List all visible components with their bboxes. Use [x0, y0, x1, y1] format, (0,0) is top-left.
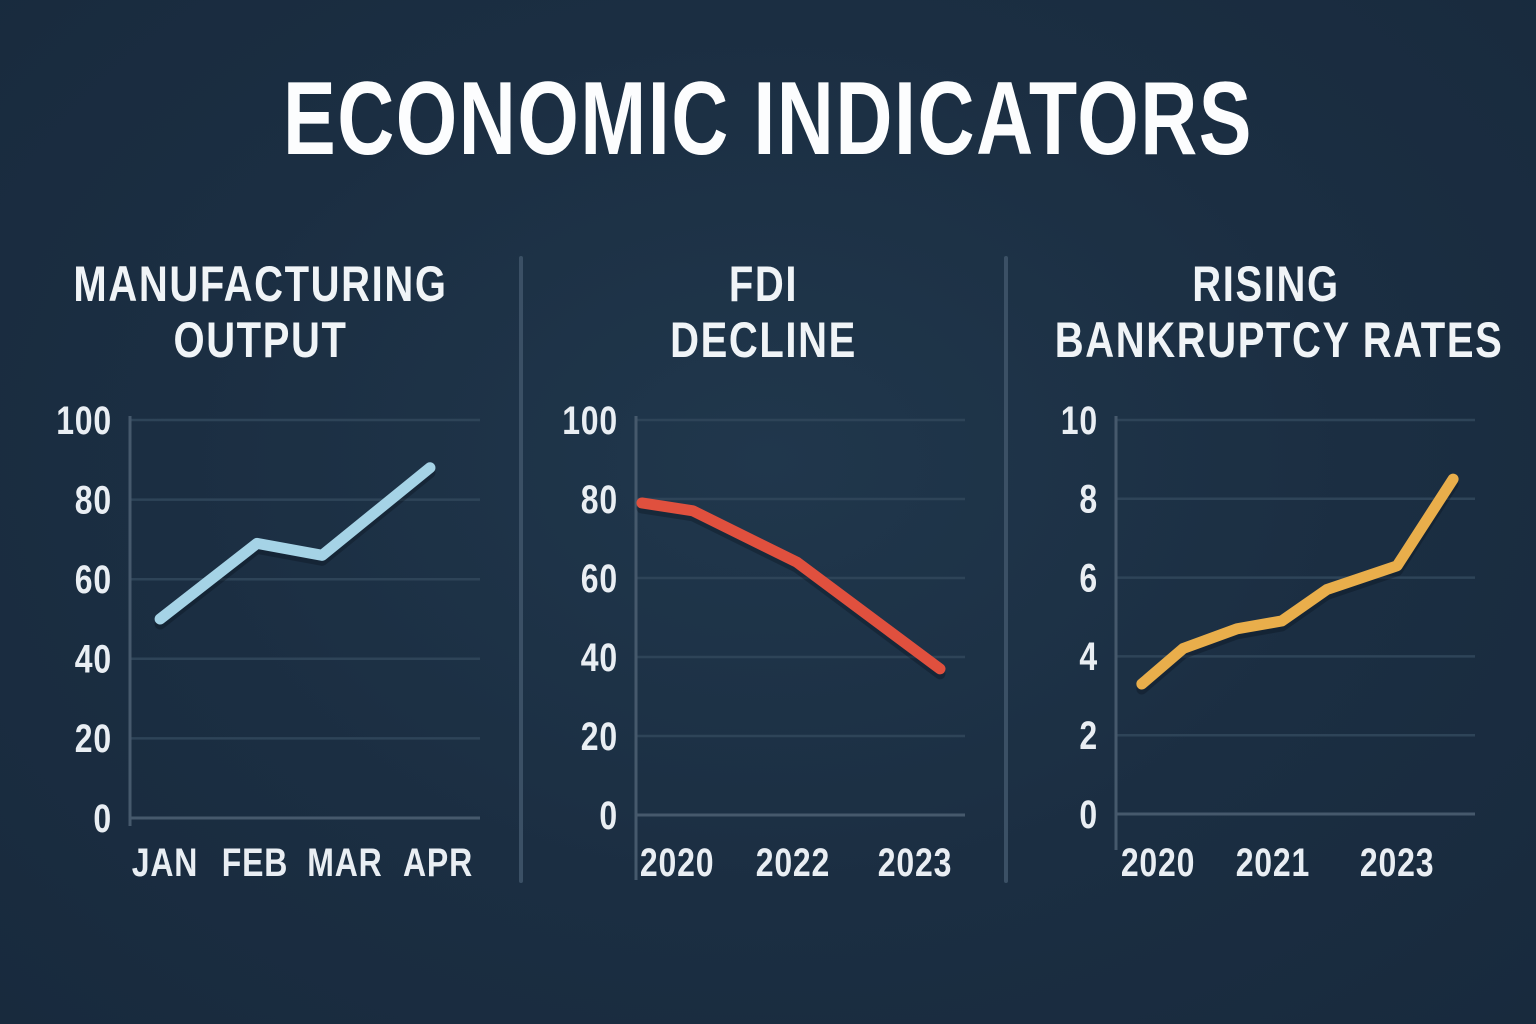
chart-3: 0 2 4 6 8 10 2020 2021 2023 — [1061, 397, 1475, 885]
x-tick-label: 2021 — [1236, 840, 1310, 885]
chart-title-line: MANUFACTURING — [73, 256, 448, 312]
page-title: ECONOMIC INDICATORS — [282, 61, 1254, 177]
panel-divider — [1004, 256, 1008, 883]
x-tick-label: FEB — [222, 840, 288, 885]
chart-title-line: FDI — [728, 256, 799, 312]
y-tick-label: 0 — [599, 792, 618, 837]
x-tick-label: 2020 — [640, 840, 714, 885]
x-tick-label: JAN — [132, 840, 198, 885]
chart-title-rising-bankruptcy-rates: RISING BANKRUPTCY RATES — [1054, 256, 1504, 368]
x-tick-label: 2023 — [878, 840, 952, 885]
x-tick-label: 2020 — [1121, 840, 1195, 885]
y-tick-label: 100 — [56, 397, 112, 442]
y-tick-label: 0 — [1079, 791, 1098, 836]
panel-divider — [519, 256, 523, 883]
y-tick-label: 0 — [93, 795, 112, 840]
series-line-2 — [636, 497, 946, 675]
chart-title-line: RISING — [1192, 256, 1340, 312]
y-tick-label: 2 — [1079, 713, 1098, 758]
series-line-3 — [1136, 473, 1459, 690]
y-tick-label: 20 — [75, 716, 112, 761]
y-tick-label: 80 — [75, 477, 112, 522]
x-tick-label: MAR — [307, 840, 382, 885]
series-line-1 — [154, 462, 436, 625]
y-tick-label: 40 — [581, 634, 618, 679]
x-tick-label: 2022 — [756, 840, 830, 885]
y-tick-label: 20 — [581, 713, 618, 758]
y-tick-label: 8 — [1079, 476, 1098, 521]
y-tick-label: 6 — [1079, 555, 1098, 600]
chart-title-line: DECLINE — [670, 312, 857, 368]
chart-2: 0 20 40 60 80 100 2020 2022 2023 — [562, 397, 965, 885]
y-tick-label: 100 — [562, 397, 618, 442]
y-tick-label: 80 — [581, 476, 618, 521]
chart-title-fdi-decline: FDI DECLINE — [570, 256, 958, 368]
y-tick-label: 60 — [581, 555, 618, 600]
y-tick-label: 10 — [1061, 397, 1098, 442]
chart-title-line: OUTPUT — [173, 312, 348, 368]
chart-title-line: BANKRUPTCY RATES — [1054, 312, 1504, 368]
y-tick-label: 60 — [75, 557, 112, 602]
y-tick-label: 40 — [75, 636, 112, 681]
x-tick-label: APR — [403, 840, 473, 885]
x-tick-label: 2023 — [1360, 840, 1434, 885]
chart-1: 0 20 40 60 80 100 JAN FEB MAR APR — [56, 397, 480, 885]
chart-title-manufacturing-output: MANUFACTURING OUTPUT — [52, 256, 469, 368]
y-tick-label: 4 — [1079, 634, 1098, 679]
